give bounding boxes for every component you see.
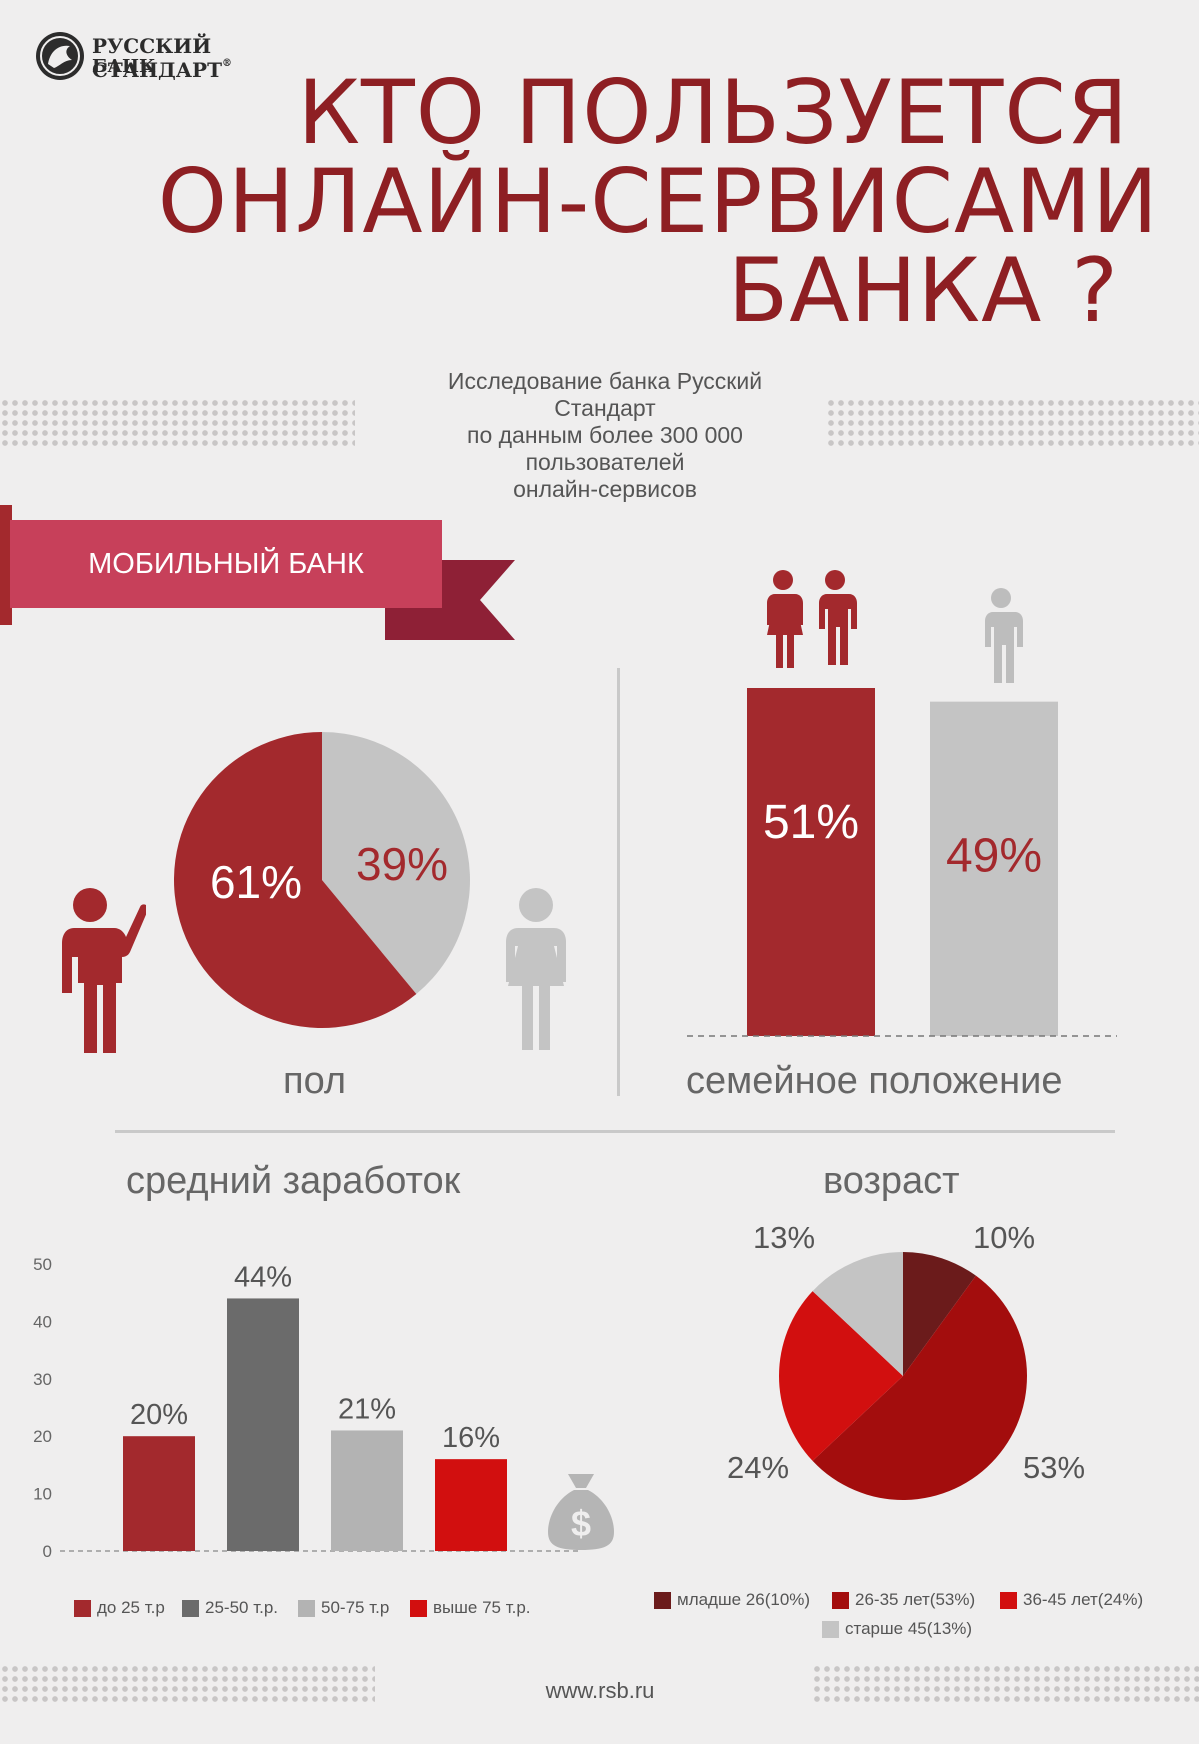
legend-swatch: [74, 1599, 91, 1617]
marital-label-married: 51%: [763, 796, 859, 849]
brand-reg-mark: ®: [221, 58, 232, 69]
gender-label-female: 39%: [356, 838, 448, 890]
dot-band-left-bottom: [0, 1664, 375, 1704]
bank-logo-icon: [36, 32, 84, 80]
page-title-line-1: КТО ПОЛЬЗУЕТСЯ: [297, 61, 1129, 164]
income-bar: [331, 1430, 403, 1551]
gender-slice-male: [173, 732, 417, 1028]
legend-label: старше 45(13%): [845, 1619, 973, 1638]
brand-name: РУССКИЙ СТАНДАРТ®: [92, 34, 334, 82]
income-bar-label: 21%: [338, 1393, 396, 1425]
subtitle-line-4: пользователей: [525, 449, 685, 475]
gender-label: пол: [283, 1060, 347, 1102]
dot-band-left-top: [0, 398, 355, 448]
dot-band-right-bottom: [812, 1664, 1199, 1704]
age-slice-label: 13%: [753, 1220, 815, 1255]
legend-swatch: [298, 1599, 315, 1617]
subtitle-line-3: по данным более 300 000: [467, 422, 743, 448]
income-bar-chart: 0 10 20 30 40 50 20% 44% 21% 16%: [33, 1255, 580, 1561]
dot-band-right-top: [826, 398, 1199, 448]
legend-swatch: [410, 1599, 427, 1617]
marital-status-chart: 51% 49%: [687, 688, 1117, 1037]
income-ytick: 30: [33, 1370, 52, 1389]
marital-label-single: 49%: [946, 830, 1042, 883]
legend-label: выше 75 т.р.: [433, 1598, 531, 1617]
subtitle-line-5: онлайн-сервисов: [513, 476, 697, 502]
income-bar-label: 16%: [442, 1422, 500, 1454]
subtitle-line-1: Исследование банка Русский: [447, 368, 763, 394]
gender-pie-chart: 61% 39%: [173, 732, 470, 1028]
gender-slice-female: [322, 732, 470, 995]
age-legend-item: старше 45(13%): [822, 1619, 972, 1639]
legend-swatch: [654, 1591, 671, 1609]
marital-bar-single: [930, 701, 1058, 1036]
age-title: возраст: [823, 1160, 960, 1202]
age-slice: [903, 1252, 976, 1376]
income-ytick: 0: [43, 1542, 52, 1561]
horizontal-divider: [115, 1130, 1115, 1133]
age-pie-chart: 10% 53% 24% 13%: [727, 1220, 1085, 1500]
gender-label-male: 61%: [210, 856, 302, 908]
couple-icon: [767, 570, 857, 668]
legend-swatch: [1000, 1591, 1017, 1609]
legend-swatch: [182, 1599, 199, 1617]
income-legend-item: до 25 т.р: [74, 1598, 165, 1618]
income-legend-item: выше 75 т.р.: [410, 1598, 531, 1618]
money-bag-icon: $: [548, 1474, 614, 1550]
marital-status-label: семейное положение: [686, 1060, 1063, 1102]
woman-icon: [506, 888, 566, 1050]
income-legend-item: 50-75 т.р: [298, 1598, 389, 1618]
legend-swatch: [822, 1620, 839, 1638]
legend-label: 50-75 т.р: [321, 1598, 390, 1617]
income-bar-label: 20%: [130, 1399, 188, 1431]
subtitle: Исследование банка Русский Стандарт по д…: [410, 368, 800, 503]
bank-logo: РУССКИЙ СТАНДАРТ® БАНК: [34, 30, 334, 82]
brand-name-text: РУССКИЙ СТАНДАРТ: [92, 34, 222, 82]
age-legend-item: 36-45 лет(24%): [1000, 1590, 1143, 1610]
age-slice-label: 24%: [727, 1450, 789, 1485]
svg-text:$: $: [571, 1503, 591, 1544]
legend-label: 36-45 лет(24%): [1023, 1590, 1144, 1609]
page-title-line-2: ОНЛАЙН-СЕРВИСАМИ: [157, 150, 1159, 253]
income-bar: [435, 1459, 507, 1551]
income-ytick: 20: [33, 1427, 52, 1446]
income-ytick: 50: [33, 1255, 52, 1274]
age-slice: [812, 1275, 1027, 1500]
income-ytick: 40: [33, 1312, 52, 1331]
brand-sub: БАНК: [92, 56, 156, 77]
man-icon: [62, 888, 146, 1053]
legend-label: до 25 т.р: [97, 1598, 165, 1617]
legend-swatch: [832, 1591, 849, 1609]
legend-label: 26-35 лет(53%): [855, 1590, 976, 1609]
ribbon-edge: [0, 505, 12, 625]
age-slice-label: 10%: [973, 1220, 1035, 1255]
income-ytick: 10: [33, 1485, 52, 1504]
legend-label: младше 26(10%): [677, 1590, 811, 1609]
age-slice: [779, 1291, 903, 1461]
legend-label: 25-50 т.р.: [205, 1598, 279, 1617]
income-bar: [227, 1298, 299, 1551]
income-legend-item: 25-50 т.р.: [182, 1598, 278, 1618]
single-person-icon: [985, 588, 1023, 683]
income-bar: [123, 1436, 195, 1551]
marital-bar-married: [747, 688, 875, 1036]
subtitle-line-2: Стандарт: [554, 395, 656, 421]
age-legend-item: младше 26(10%): [654, 1590, 810, 1610]
age-slice: [812, 1252, 903, 1376]
income-bar-label: 44%: [234, 1261, 292, 1293]
vertical-divider: [617, 668, 620, 1096]
age-slice-label: 53%: [1023, 1450, 1085, 1485]
income-title: средний заработок: [126, 1160, 461, 1202]
footer-url: www.rsb.ru: [545, 1678, 655, 1703]
age-legend-item: 26-35 лет(53%): [832, 1590, 975, 1610]
page-title-line-3: БАНКА ?: [727, 239, 1119, 342]
ribbon-mobile-bank: МОБИЛЬНЫЙ БАНК: [10, 520, 442, 608]
